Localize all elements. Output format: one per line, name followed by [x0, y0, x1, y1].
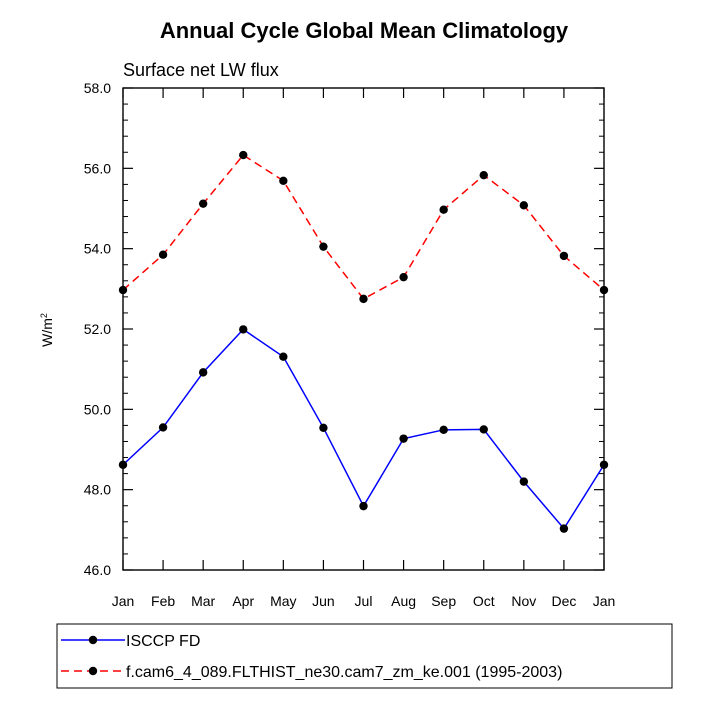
y-tick-label: 48.0 [84, 482, 111, 498]
series-1-point [599, 460, 609, 469]
series-1-point [198, 368, 208, 377]
series-2-point [359, 294, 368, 304]
series-line-1 [122, 328, 605, 530]
series-1-point [399, 434, 408, 443]
series-2-point [439, 205, 448, 214]
y-tick-label: 50.0 [84, 401, 111, 417]
x-tick-label: Sep [431, 593, 456, 609]
series-1-point [519, 477, 529, 486]
series-1-point [359, 501, 368, 511]
series-2-point [198, 199, 208, 208]
y-tick-label: 54.0 [84, 241, 111, 257]
y-tick-label: 52.0 [84, 321, 111, 337]
legend-marker-1 [88, 635, 98, 645]
series-2-point [559, 251, 569, 261]
y-tick-label: 46.0 [84, 562, 111, 578]
x-tick-label: Dec [551, 593, 576, 609]
series-1-point [279, 352, 288, 361]
series-2-point [118, 285, 128, 295]
legend-box [56, 623, 673, 689]
y-tick-label: 56.0 [84, 160, 111, 176]
series-1-point [479, 425, 488, 434]
x-tick-label: Apr [232, 593, 254, 609]
legend-marker-2 [88, 666, 98, 676]
series-2-point [319, 242, 328, 251]
series-1-point [439, 425, 448, 435]
series-2-point [158, 250, 168, 259]
chart-subtitle: Surface net LW flux [123, 60, 279, 80]
legend-label-2: f.cam6_4_089.FLTHIST_ne30.cam7_zm_ke.001… [126, 664, 562, 681]
y-axis-label-base: W/m [39, 318, 55, 347]
x-tick-label: Nov [511, 593, 536, 609]
x-tick-label: Jan [593, 593, 616, 609]
x-tick-label: May [270, 593, 296, 609]
series-1-point [319, 423, 328, 433]
x-tick-label: Jan [112, 593, 135, 609]
series-2-point [479, 170, 488, 180]
y-tick-label: 58.0 [84, 80, 111, 96]
y-axis-label: W/m2 [39, 313, 55, 347]
plot-area: Jan Feb Mar Apr May Jun Jul Aug Sep Oct Nov Dec Jan4… [84, 80, 616, 609]
x-tick-label: Aug [391, 593, 416, 609]
x-tick-label: Jul [355, 593, 373, 609]
series-2-point [399, 272, 408, 282]
x-tick-label: Oct [473, 593, 495, 609]
series-2-point [239, 150, 248, 160]
chart-title: Annual Cycle Global Mean Climatology [160, 18, 569, 43]
series-2-point [599, 285, 609, 295]
series-2-point [279, 176, 288, 185]
series-line-2 [122, 154, 605, 300]
series-1-point [239, 325, 248, 334]
series-1-point [118, 460, 128, 469]
x-tick-label: Feb [151, 593, 175, 609]
series-1-point [559, 524, 569, 533]
y-axis-label-superscript: 2 [39, 313, 49, 318]
x-tick-label: Jun [312, 593, 335, 609]
series-1-point [158, 423, 168, 432]
x-tick-label: Mar [191, 593, 215, 609]
legend: ISCCP FD f.cam6_4_089.FLTHIST_ne30.cam7_z… [56, 623, 673, 689]
plot-frame [122, 87, 605, 571]
series-2-point [519, 201, 529, 210]
legend-label-1: ISCCP FD [126, 633, 200, 650]
